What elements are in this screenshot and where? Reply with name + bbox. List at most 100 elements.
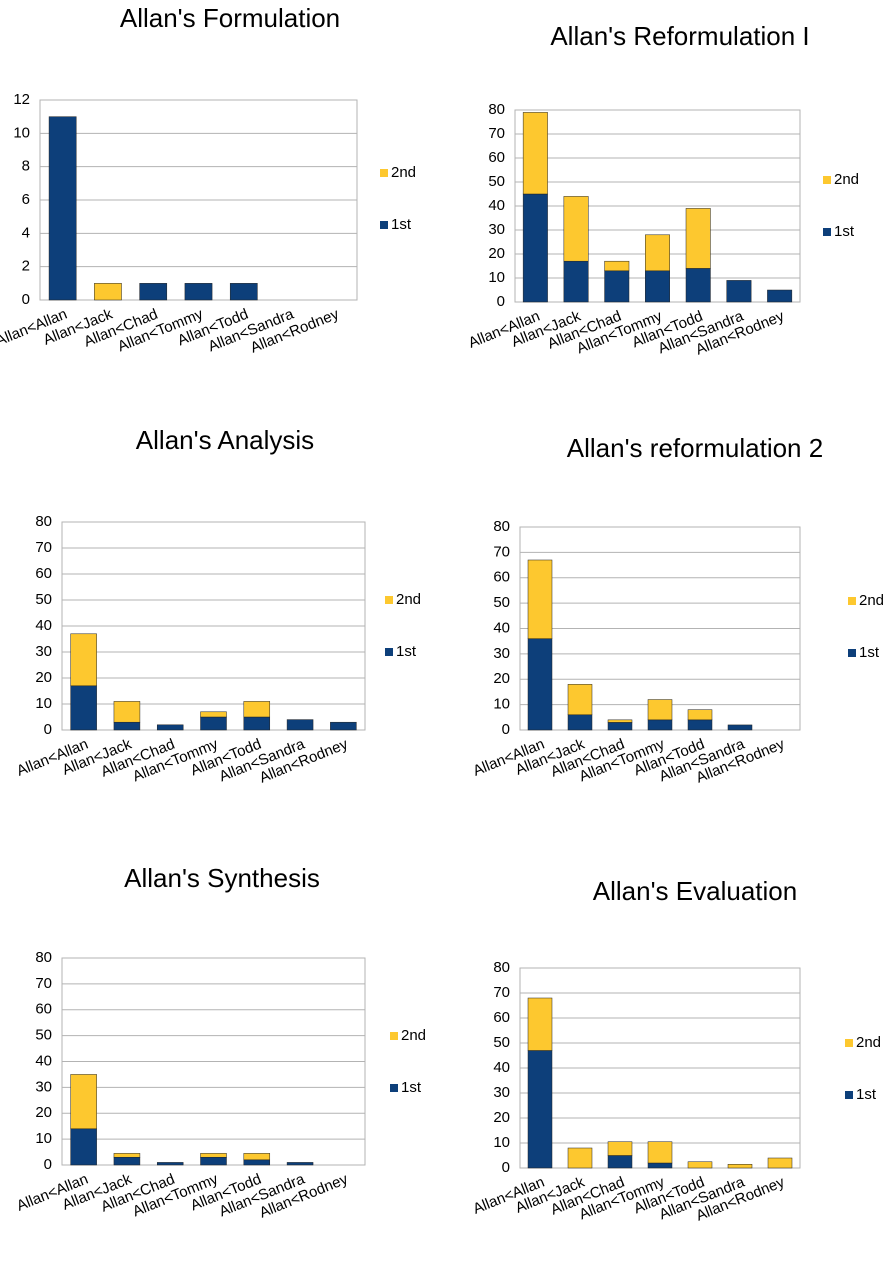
y-tick-label: 40	[35, 617, 52, 634]
legend-swatch	[385, 596, 393, 604]
chart-title: Allan's Analysis	[136, 425, 314, 455]
bar-segment	[522, 112, 548, 195]
y-tick-label: 80	[493, 518, 510, 535]
bar-segment	[113, 701, 141, 723]
bar-segment	[647, 719, 673, 731]
bar-segment	[647, 699, 673, 721]
bar-segment	[113, 1156, 141, 1166]
legend-label: 2nd	[856, 1034, 881, 1051]
y-tick-label: 60	[35, 1001, 52, 1018]
y-tick-label: 4	[22, 224, 30, 241]
bar-segment	[647, 1141, 673, 1164]
bar-segment	[607, 1155, 633, 1169]
legend-swatch	[823, 228, 831, 236]
y-tick-label: 40	[493, 1059, 510, 1076]
bar-segment	[767, 289, 793, 303]
legend-swatch	[385, 648, 393, 656]
y-tick-label: 0	[502, 1159, 510, 1176]
bar-segment	[286, 719, 314, 731]
bar-segment	[229, 283, 258, 301]
bar-segment	[687, 719, 713, 731]
y-tick-label: 0	[497, 293, 505, 310]
y-tick-label: 40	[35, 1052, 52, 1069]
bar-segment	[243, 716, 271, 731]
y-tick-label: 30	[493, 645, 510, 662]
y-tick-label: 0	[22, 291, 30, 308]
bar-segment	[527, 638, 553, 731]
bar-segment	[70, 1128, 97, 1166]
bar-segment	[113, 721, 141, 731]
y-tick-label: 80	[493, 959, 510, 976]
bar-segment	[727, 1164, 753, 1169]
bar-segment	[70, 633, 97, 687]
chart-title: Allan's reformulation 2	[567, 433, 823, 463]
y-tick-label: 12	[13, 91, 30, 108]
legend-label: 1st	[401, 1079, 422, 1096]
y-tick-label: 80	[35, 949, 52, 966]
y-tick-label: 2	[22, 258, 30, 275]
legend-label: 1st	[396, 643, 417, 660]
legend-label: 2nd	[401, 1027, 426, 1044]
chart-title: Allan's Formulation	[120, 3, 340, 33]
y-tick-label: 70	[35, 539, 52, 556]
y-tick-label: 10	[35, 695, 52, 712]
bar-segment	[70, 1074, 97, 1130]
bar-segment	[527, 559, 553, 639]
bar-segment	[200, 1156, 227, 1166]
bar-segment	[647, 1162, 673, 1169]
bar-segment	[200, 716, 227, 731]
y-tick-label: 10	[493, 1134, 510, 1151]
bar-segment	[522, 193, 548, 303]
bar-segment	[607, 722, 633, 731]
bar-segment	[567, 1147, 593, 1169]
bar-segment	[243, 701, 271, 718]
legend-label: 2nd	[859, 592, 884, 609]
y-tick-label: 70	[35, 975, 52, 992]
y-tick-label: 10	[493, 696, 510, 713]
bar-segment	[727, 724, 753, 731]
y-tick-label: 20	[488, 245, 505, 262]
y-tick-label: 30	[493, 1084, 510, 1101]
legend-label: 2nd	[396, 591, 421, 608]
bar-segment	[48, 116, 77, 301]
bar-segment	[243, 1159, 271, 1166]
bar-segment	[286, 1162, 314, 1166]
legend-swatch	[380, 169, 388, 177]
bar-segment	[567, 684, 593, 716]
y-tick-label: 70	[493, 543, 510, 560]
bar-segment	[645, 234, 670, 272]
bar-segment	[607, 719, 633, 723]
bar-segment	[685, 268, 711, 303]
bar-segment	[527, 997, 553, 1051]
legend-label: 2nd	[834, 171, 859, 188]
legend-swatch	[848, 649, 856, 657]
y-tick-label: 70	[493, 984, 510, 1001]
bar-segment	[607, 1141, 633, 1156]
legend-swatch	[390, 1084, 398, 1092]
y-tick-label: 30	[488, 221, 505, 238]
bar-segment	[604, 270, 630, 303]
legend-swatch	[845, 1039, 853, 1047]
y-tick-label: 80	[488, 101, 505, 118]
y-tick-label: 30	[35, 1078, 52, 1095]
y-tick-label: 8	[22, 158, 30, 175]
legend-swatch	[390, 1032, 398, 1040]
y-tick-label: 40	[493, 619, 510, 636]
bar-segment	[200, 711, 227, 718]
y-tick-label: 0	[502, 721, 510, 738]
legend-label: 1st	[834, 223, 855, 240]
y-tick-label: 60	[493, 1009, 510, 1026]
bar-segment	[567, 714, 593, 731]
y-tick-label: 40	[488, 197, 505, 214]
y-tick-label: 60	[488, 149, 505, 166]
y-tick-label: 6	[22, 191, 30, 208]
legend-swatch	[823, 176, 831, 184]
legend-label: 1st	[391, 216, 412, 233]
bar-segment	[70, 685, 97, 731]
legend-label: 1st	[856, 1086, 877, 1103]
bar-segment	[685, 208, 711, 269]
legend-swatch	[380, 221, 388, 229]
bar-segment	[687, 1161, 713, 1169]
y-tick-label: 30	[35, 643, 52, 660]
